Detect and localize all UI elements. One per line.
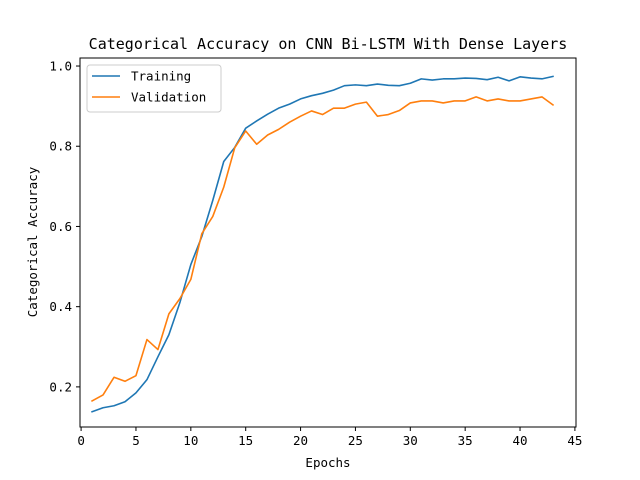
x-tick-label: 45 — [567, 433, 582, 448]
legend-box — [86, 64, 222, 113]
x-tick-label: 20 — [293, 433, 308, 448]
x-tick-label: 30 — [403, 433, 418, 448]
x-tick-label: 35 — [458, 433, 473, 448]
series-lines — [90, 75, 555, 413]
x-tick-label: 5 — [132, 433, 140, 448]
y-tick-label: 0.2 — [49, 379, 72, 394]
y-axis: 0.2 0.4 0.6 0.8 1.0 — [49, 59, 80, 394]
series-line-validation — [90, 96, 555, 403]
legend-label-training: Training — [131, 69, 191, 84]
plot-area-frame — [79, 57, 577, 428]
legend-label-validation: Validation — [131, 90, 206, 105]
x-tick-label: 25 — [348, 433, 363, 448]
x-tick-label: 0 — [77, 433, 85, 448]
y-tick-label: 1.0 — [49, 59, 72, 74]
y-axis-label: Categorical Accuracy — [25, 166, 40, 317]
y-tick-label: 0.4 — [49, 299, 72, 314]
series-line-training — [91, 75, 554, 413]
x-tick-label: 10 — [183, 433, 198, 448]
x-axis: 0 5 10 15 20 25 30 35 40 45 — [77, 427, 582, 448]
chart-title: Categorical Accuracy on CNN Bi-LSTM With… — [89, 35, 568, 53]
legend: Training Validation — [86, 64, 222, 113]
x-tick-label: 15 — [238, 433, 253, 448]
x-axis-label: Epochs — [305, 455, 350, 470]
y-tick-label: 0.8 — [49, 139, 72, 154]
x-tick-label: 40 — [513, 433, 528, 448]
y-tick-label: 0.6 — [49, 219, 72, 234]
